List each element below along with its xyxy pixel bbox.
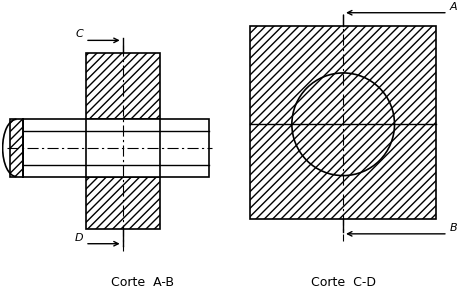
Bar xyxy=(85,53,160,119)
Circle shape xyxy=(292,73,395,176)
Text: B: B xyxy=(450,223,458,233)
Text: D: D xyxy=(74,233,83,243)
Bar xyxy=(23,119,209,177)
Bar xyxy=(10,119,23,177)
Text: Corte  A-B: Corte A-B xyxy=(111,276,174,289)
Text: C: C xyxy=(75,29,83,39)
Text: A: A xyxy=(450,2,458,12)
Circle shape xyxy=(292,73,395,176)
Bar xyxy=(251,25,436,219)
Text: Corte  C-D: Corte C-D xyxy=(311,276,375,289)
Bar xyxy=(85,177,160,229)
